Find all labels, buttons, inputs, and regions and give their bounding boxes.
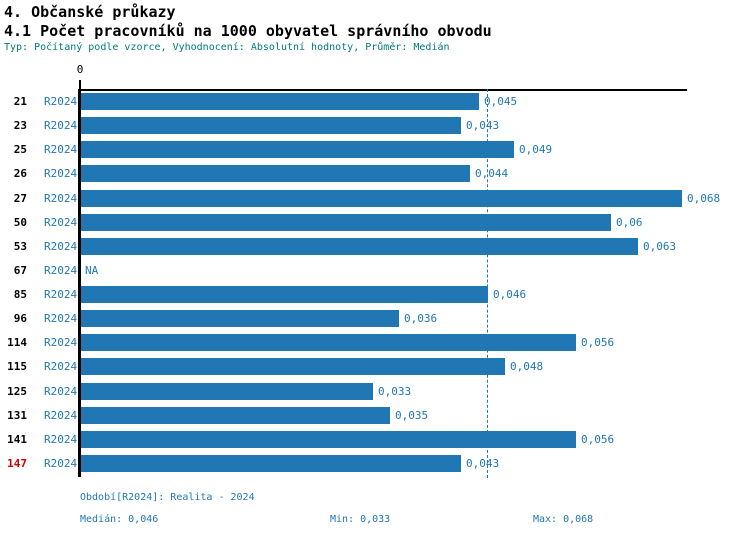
- bar-value-label: 0,045: [484, 95, 518, 108]
- row-label: 114: [7, 336, 27, 350]
- row-period-label: R2024: [44, 119, 78, 133]
- row-period-label: R2024: [44, 143, 78, 157]
- bar: [81, 165, 470, 183]
- footer-period-label: Období[R2024]: Realita - 2024: [80, 492, 255, 503]
- x-axis-zero-label: 0: [76, 63, 84, 76]
- row-period-label: R2024: [44, 456, 78, 470]
- row-period-label: R2024: [44, 288, 78, 302]
- bar-value-label: 0,06: [616, 215, 643, 229]
- bar-value-label: 0,046: [493, 288, 527, 302]
- bar: [81, 189, 682, 207]
- bar-value-label: 0,033: [378, 384, 412, 398]
- row-label: 115: [7, 360, 27, 374]
- bar: [81, 117, 461, 135]
- y-axis-line: [78, 89, 81, 477]
- bar-value-label: 0,043: [466, 456, 500, 470]
- row-label: 50: [13, 215, 27, 229]
- bar: [81, 454, 461, 472]
- row-period-label: R2024: [44, 432, 78, 446]
- row-label: 141: [7, 432, 27, 446]
- section-title: 4. Občanské průkazy: [4, 3, 176, 21]
- row-period-label: R2024: [44, 191, 78, 205]
- bar: [81, 358, 505, 376]
- bar-value-label: 0,056: [581, 336, 615, 350]
- bar: [81, 382, 373, 400]
- row-period-label: R2024: [44, 312, 78, 326]
- bar-value-label: 0,036: [404, 312, 438, 326]
- chart-title: 4.1 Počet pracovníků na 1000 obyvatel sp…: [4, 22, 492, 40]
- row-label: 85: [13, 288, 27, 302]
- bar: [81, 310, 399, 328]
- row-period-label: R2024: [44, 263, 78, 277]
- row-label: 21: [13, 95, 27, 108]
- bar-value-label: 0,043: [466, 119, 500, 133]
- row-period-label: R2024: [44, 384, 78, 398]
- median-line: [486, 89, 488, 478]
- bar: [81, 93, 479, 110]
- bar: [81, 213, 611, 231]
- chart-subtitle: Typ: Počítaný podle vzorce, Vyhodnocení:…: [4, 42, 450, 53]
- row-label: 96: [13, 312, 27, 326]
- row-label: 27: [13, 191, 27, 205]
- bar-value-label: 0,049: [519, 143, 553, 157]
- row-period-label: R2024: [44, 336, 78, 350]
- row-label: 131: [7, 408, 27, 422]
- row-period-label: R2024: [44, 360, 78, 374]
- footer-min-label: Min: 0,033: [330, 514, 391, 525]
- row-period-label: R2024: [44, 167, 78, 181]
- row-period-label: R2024: [44, 215, 78, 229]
- bar: [81, 286, 488, 304]
- row-period-label: R2024: [44, 408, 78, 422]
- x-axis-tick: [79, 80, 81, 90]
- bar-value-label: 0,056: [581, 432, 615, 446]
- row-label: 53: [13, 239, 27, 253]
- row-label: 125: [7, 384, 27, 398]
- bar-value-label: 0,068: [687, 191, 721, 205]
- row-label: 25: [13, 143, 27, 157]
- bar-value-label: 0,063: [643, 239, 677, 253]
- bar: [81, 141, 514, 159]
- row-period-label: R2024: [44, 239, 78, 253]
- bar: [81, 406, 390, 424]
- x-axis-line: [79, 89, 687, 91]
- row-label: 67: [13, 263, 27, 277]
- row-period-label: R2024: [44, 95, 78, 108]
- bar-value-label: 0,044: [475, 167, 509, 181]
- row-label: 26: [13, 167, 27, 181]
- row-label: 23: [13, 119, 27, 133]
- bar: [81, 430, 576, 448]
- bar-value-label: NA: [85, 263, 99, 277]
- footer-max-label: Max: 0,068: [533, 514, 594, 525]
- bar: [81, 334, 576, 352]
- footer-median-label: Medián: 0,046: [80, 514, 159, 525]
- bar: [81, 237, 638, 255]
- bar-value-label: 0,035: [395, 408, 429, 422]
- row-label: 147: [7, 456, 27, 470]
- bar-value-label: 0,048: [510, 360, 544, 374]
